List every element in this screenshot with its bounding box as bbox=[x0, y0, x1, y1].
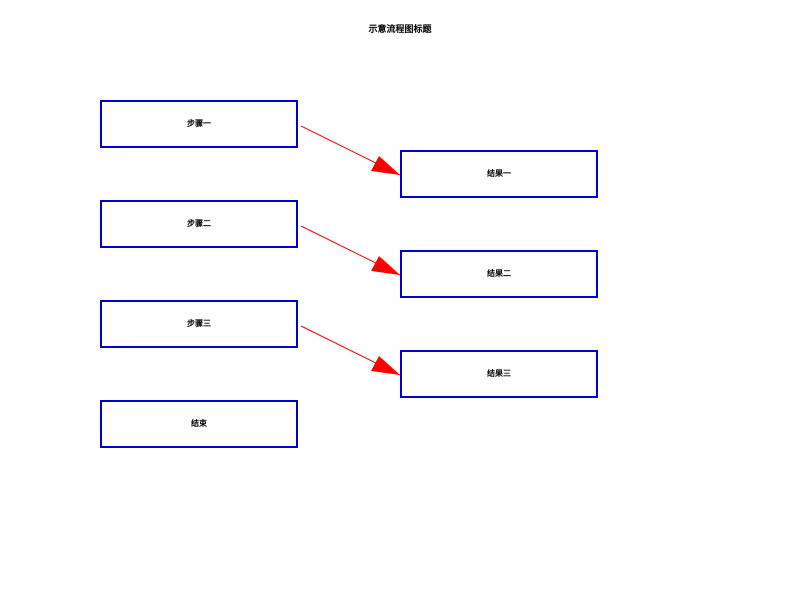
right-box-2-label: 结果二 bbox=[487, 269, 511, 278]
diagram-title: 示意流程图标题 bbox=[368, 25, 432, 35]
connector-arrow-1 bbox=[300, 125, 401, 176]
right-box-1: 结果一 bbox=[400, 150, 598, 198]
left-box-2: 步骤二 bbox=[100, 200, 298, 248]
connector-arrow-2 bbox=[300, 225, 401, 276]
left-box-1-label: 步骤一 bbox=[187, 119, 211, 128]
left-box-3: 步骤三 bbox=[100, 300, 298, 348]
left-box-1: 步骤一 bbox=[100, 100, 298, 148]
left-box-4: 结束 bbox=[100, 400, 298, 448]
connector-arrow-3 bbox=[300, 325, 401, 376]
left-box-3-label: 步骤三 bbox=[187, 319, 211, 328]
right-box-2: 结果二 bbox=[400, 250, 598, 298]
left-box-4-label: 结束 bbox=[191, 419, 207, 428]
right-box-1-label: 结果一 bbox=[487, 169, 511, 178]
left-box-2-label: 步骤二 bbox=[187, 219, 211, 228]
right-box-3: 结果三 bbox=[400, 350, 598, 398]
right-box-3-label: 结果三 bbox=[487, 369, 511, 378]
